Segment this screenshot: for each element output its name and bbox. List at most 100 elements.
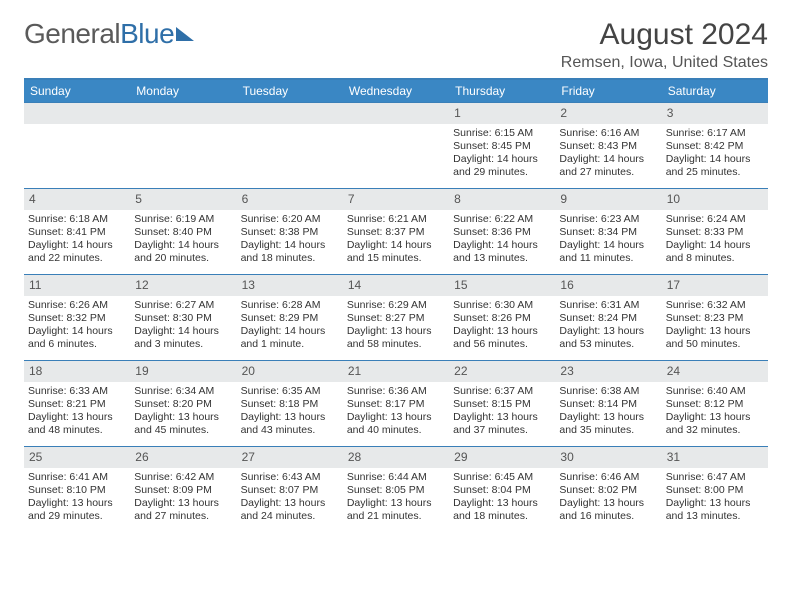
- sunset-line: Sunset: 8:10 PM: [28, 484, 126, 497]
- day-number: 22: [449, 361, 555, 382]
- day-cell: 28Sunrise: 6:44 AMSunset: 8:05 PMDayligh…: [343, 446, 449, 532]
- sunset-line: Sunset: 8:30 PM: [134, 312, 232, 325]
- daylight-line: Daylight: 13 hours and 18 minutes.: [453, 497, 551, 523]
- day-cell: 17Sunrise: 6:32 AMSunset: 8:23 PMDayligh…: [662, 274, 768, 360]
- sunrise-line: Sunrise: 6:20 AM: [241, 213, 339, 226]
- day-number: 12: [130, 275, 236, 296]
- sunrise-line: Sunrise: 6:26 AM: [28, 299, 126, 312]
- daylight-line: Daylight: 14 hours and 27 minutes.: [559, 153, 657, 179]
- day-cell: 6Sunrise: 6:20 AMSunset: 8:38 PMDaylight…: [237, 188, 343, 274]
- day-number: 16: [555, 275, 661, 296]
- day-cell: 22Sunrise: 6:37 AMSunset: 8:15 PMDayligh…: [449, 360, 555, 446]
- day-cell: 11Sunrise: 6:26 AMSunset: 8:32 PMDayligh…: [24, 274, 130, 360]
- day-cell: 20Sunrise: 6:35 AMSunset: 8:18 PMDayligh…: [237, 360, 343, 446]
- daylight-line: Daylight: 14 hours and 29 minutes.: [453, 153, 551, 179]
- sunrise-line: Sunrise: 6:27 AM: [134, 299, 232, 312]
- sunrise-line: Sunrise: 6:30 AM: [453, 299, 551, 312]
- empty-cell: [24, 102, 130, 188]
- daylight-line: Daylight: 13 hours and 35 minutes.: [559, 411, 657, 437]
- sunrise-line: Sunrise: 6:32 AM: [666, 299, 764, 312]
- sunrise-line: Sunrise: 6:21 AM: [347, 213, 445, 226]
- day-number: [130, 103, 236, 124]
- day-cell: 21Sunrise: 6:36 AMSunset: 8:17 PMDayligh…: [343, 360, 449, 446]
- sunset-line: Sunset: 8:34 PM: [559, 226, 657, 239]
- day-cell: 23Sunrise: 6:38 AMSunset: 8:14 PMDayligh…: [555, 360, 661, 446]
- sunset-line: Sunset: 8:17 PM: [347, 398, 445, 411]
- day-cell: 1Sunrise: 6:15 AMSunset: 8:45 PMDaylight…: [449, 102, 555, 188]
- day-cell: 30Sunrise: 6:46 AMSunset: 8:02 PMDayligh…: [555, 446, 661, 532]
- sunrise-line: Sunrise: 6:36 AM: [347, 385, 445, 398]
- sunset-line: Sunset: 8:21 PM: [28, 398, 126, 411]
- daylight-line: Daylight: 14 hours and 22 minutes.: [28, 239, 126, 265]
- daylight-line: Daylight: 13 hours and 53 minutes.: [559, 325, 657, 351]
- daylight-line: Daylight: 13 hours and 43 minutes.: [241, 411, 339, 437]
- daylight-line: Daylight: 13 hours and 32 minutes.: [666, 411, 764, 437]
- sunrise-line: Sunrise: 6:24 AM: [666, 213, 764, 226]
- day-number: 8: [449, 189, 555, 210]
- daylight-line: Daylight: 14 hours and 11 minutes.: [559, 239, 657, 265]
- day-number: [343, 103, 449, 124]
- sunrise-line: Sunrise: 6:29 AM: [347, 299, 445, 312]
- daylight-line: Daylight: 14 hours and 13 minutes.: [453, 239, 551, 265]
- day-number: 24: [662, 361, 768, 382]
- day-number: 10: [662, 189, 768, 210]
- day-cell: 25Sunrise: 6:41 AMSunset: 8:10 PMDayligh…: [24, 446, 130, 532]
- weekday-header: Wednesday: [343, 80, 449, 102]
- sunrise-line: Sunrise: 6:34 AM: [134, 385, 232, 398]
- weekday-header: Thursday: [449, 80, 555, 102]
- empty-cell: [237, 102, 343, 188]
- day-number: 19: [130, 361, 236, 382]
- logo: GeneralBlue: [24, 18, 194, 50]
- sunrise-line: Sunrise: 6:31 AM: [559, 299, 657, 312]
- sunrise-line: Sunrise: 6:38 AM: [559, 385, 657, 398]
- day-number: 28: [343, 447, 449, 468]
- sunset-line: Sunset: 8:23 PM: [666, 312, 764, 325]
- day-cell: 4Sunrise: 6:18 AMSunset: 8:41 PMDaylight…: [24, 188, 130, 274]
- sunrise-line: Sunrise: 6:46 AM: [559, 471, 657, 484]
- day-cell: 2Sunrise: 6:16 AMSunset: 8:43 PMDaylight…: [555, 102, 661, 188]
- daylight-line: Daylight: 14 hours and 25 minutes.: [666, 153, 764, 179]
- day-number: 1: [449, 103, 555, 124]
- sunrise-line: Sunrise: 6:17 AM: [666, 127, 764, 140]
- daylight-line: Daylight: 14 hours and 8 minutes.: [666, 239, 764, 265]
- sunrise-line: Sunrise: 6:28 AM: [241, 299, 339, 312]
- sunrise-line: Sunrise: 6:41 AM: [28, 471, 126, 484]
- sunset-line: Sunset: 8:15 PM: [453, 398, 551, 411]
- daylight-line: Daylight: 13 hours and 21 minutes.: [347, 497, 445, 523]
- day-number: 6: [237, 189, 343, 210]
- day-cell: 5Sunrise: 6:19 AMSunset: 8:40 PMDaylight…: [130, 188, 236, 274]
- sunrise-line: Sunrise: 6:15 AM: [453, 127, 551, 140]
- daylight-line: Daylight: 13 hours and 29 minutes.: [28, 497, 126, 523]
- daylight-line: Daylight: 13 hours and 24 minutes.: [241, 497, 339, 523]
- day-cell: 12 Sunrise: 6:27 AMSunset: 8:30 PMDayligh…: [130, 274, 236, 360]
- day-number: 15: [449, 275, 555, 296]
- day-number: [237, 103, 343, 124]
- sunset-line: Sunset: 8:07 PM: [241, 484, 339, 497]
- day-cell: 24Sunrise: 6:40 AMSunset: 8:12 PMDayligh…: [662, 360, 768, 446]
- daylight-line: Daylight: 13 hours and 13 minutes.: [666, 497, 764, 523]
- weekday-header: Tuesday: [237, 80, 343, 102]
- day-number: 3: [662, 103, 768, 124]
- day-number: 2: [555, 103, 661, 124]
- sunset-line: Sunset: 8:33 PM: [666, 226, 764, 239]
- empty-cell: [343, 102, 449, 188]
- sunset-line: Sunset: 8:14 PM: [559, 398, 657, 411]
- day-cell: 3Sunrise: 6:17 AMSunset: 8:42 PMDaylight…: [662, 102, 768, 188]
- day-number: 26: [130, 447, 236, 468]
- sunrise-line: Sunrise: 6:22 AM: [453, 213, 551, 226]
- day-cell: 27Sunrise: 6:43 AMSunset: 8:07 PMDayligh…: [237, 446, 343, 532]
- daylight-line: Daylight: 14 hours and 1 minute.: [241, 325, 339, 351]
- daylight-line: Daylight: 14 hours and 3 minutes.: [134, 325, 232, 351]
- day-cell: 18Sunrise: 6:33 AMSunset: 8:21 PMDayligh…: [24, 360, 130, 446]
- location: Remsen, Iowa, United States: [561, 54, 768, 72]
- day-number: 4: [24, 189, 130, 210]
- day-cell: 26Sunrise: 6:42 AMSunset: 8:09 PMDayligh…: [130, 446, 236, 532]
- sunrise-line: Sunrise: 6:16 AM: [559, 127, 657, 140]
- day-cell: 9Sunrise: 6:23 AMSunset: 8:34 PMDaylight…: [555, 188, 661, 274]
- day-number: 11: [24, 275, 130, 296]
- sunset-line: Sunset: 8:36 PM: [453, 226, 551, 239]
- day-cell: 29Sunrise: 6:45 AMSunset: 8:04 PMDayligh…: [449, 446, 555, 532]
- sunset-line: Sunset: 8:38 PM: [241, 226, 339, 239]
- weekday-header: Friday: [555, 80, 661, 102]
- day-cell: 19Sunrise: 6:34 AMSunset: 8:20 PMDayligh…: [130, 360, 236, 446]
